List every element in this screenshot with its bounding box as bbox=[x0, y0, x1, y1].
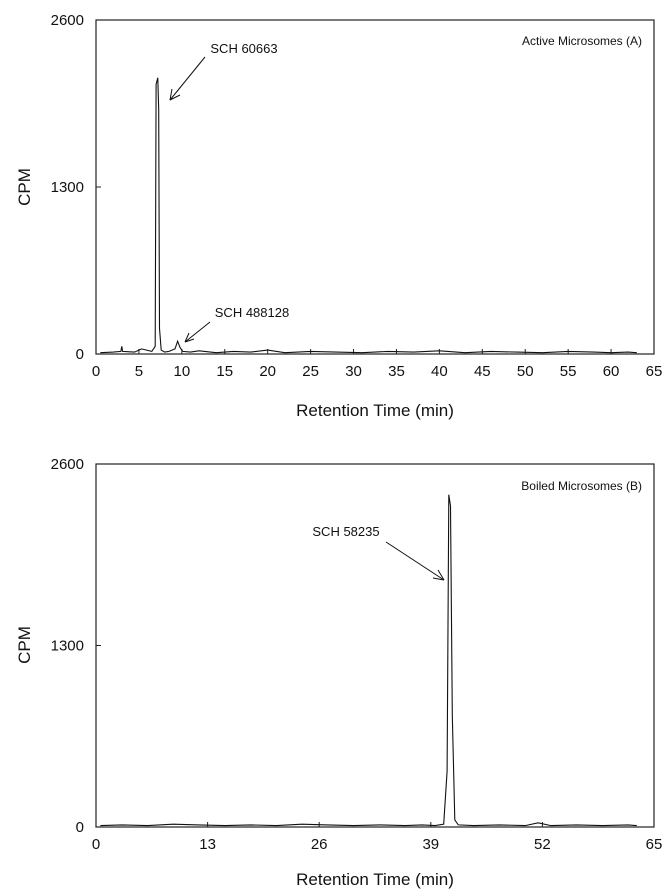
x-tick-label: 20 bbox=[259, 363, 276, 380]
annotation-label-sch-60663: SCH 60663 bbox=[210, 41, 277, 56]
panel-label-b: Boiled Microsomes (B) bbox=[521, 479, 642, 493]
y-axis-title-b: CPM bbox=[15, 626, 34, 664]
annotation-label-sch-488128: SCH 488128 bbox=[215, 305, 289, 320]
x-tick-label: 30 bbox=[345, 363, 362, 380]
x-tick-label: 39 bbox=[422, 836, 439, 853]
y-ticks-b: 0 1300 2600 bbox=[51, 456, 101, 836]
y-tick-label: 1300 bbox=[51, 179, 84, 196]
annotation-arrow-sch-58235 bbox=[385, 541, 445, 581]
x-axis-title-a: Retention Time (min) bbox=[296, 401, 454, 420]
y-tick-label: 2600 bbox=[51, 456, 84, 473]
arrowhead-sch-488128 bbox=[184, 332, 195, 343]
y-tick-label: 0 bbox=[76, 346, 84, 363]
y-ticks-a: 0 1300 2600 bbox=[51, 12, 101, 363]
x-tick-label: 13 bbox=[199, 836, 216, 853]
x-ticks-a: 0 5 10 15 20 25 30 35 40 45 50 55 60 65 bbox=[92, 349, 663, 380]
x-tick-label: 45 bbox=[474, 363, 491, 380]
x-tick-label: 5 bbox=[135, 363, 143, 380]
y-tick-label: 2600 bbox=[51, 12, 84, 29]
annotation-sch-60663: SCH 60663 bbox=[169, 41, 278, 101]
y-tick-label: 0 bbox=[76, 819, 84, 836]
x-tick-label: 35 bbox=[388, 363, 405, 380]
x-tick-label: 52 bbox=[534, 836, 551, 853]
annotation-arrow-sch-488128 bbox=[184, 321, 211, 343]
x-tick-label: 25 bbox=[302, 363, 319, 380]
x-tick-label: 0 bbox=[92, 836, 100, 853]
x-tick-label: 10 bbox=[174, 363, 191, 380]
series-trace-b bbox=[100, 494, 637, 827]
y-axis-title-a: CPM bbox=[15, 168, 34, 206]
x-ticks-b: 0 13 26 39 52 65 bbox=[92, 822, 663, 853]
series-trace-a bbox=[100, 77, 637, 354]
x-tick-label: 60 bbox=[603, 363, 620, 380]
arrowhead-sch-58235 bbox=[432, 569, 445, 581]
plot-frame-a bbox=[95, 19, 655, 355]
x-tick-label: 55 bbox=[560, 363, 577, 380]
x-tick-label: 15 bbox=[216, 363, 233, 380]
chart-panel-a: Active Microsomes (A) CPM Retention Time… bbox=[15, 12, 662, 420]
x-tick-label: 50 bbox=[517, 363, 534, 380]
panel-label-a: Active Microsomes (A) bbox=[522, 34, 642, 48]
x-tick-label: 0 bbox=[92, 363, 100, 380]
x-tick-label: 26 bbox=[311, 836, 328, 853]
y-tick-label: 1300 bbox=[51, 638, 84, 655]
annotation-sch-58235: SCH 58235 bbox=[312, 524, 445, 581]
arrowhead-sch-60663 bbox=[169, 88, 181, 101]
x-tick-label: 40 bbox=[431, 363, 448, 380]
x-tick-label: 65 bbox=[646, 363, 663, 380]
x-tick-label: 65 bbox=[646, 836, 663, 853]
annotation-sch-488128: SCH 488128 bbox=[184, 305, 289, 343]
chart-panel-b: Boiled Microsomes (B) CPM Retention Time… bbox=[15, 456, 662, 889]
plot-frame-b bbox=[95, 463, 655, 828]
x-axis-title-b: Retention Time (min) bbox=[296, 870, 454, 889]
annotation-arrow-sch-60663 bbox=[169, 56, 206, 101]
annotation-label-sch-58235: SCH 58235 bbox=[312, 524, 379, 539]
